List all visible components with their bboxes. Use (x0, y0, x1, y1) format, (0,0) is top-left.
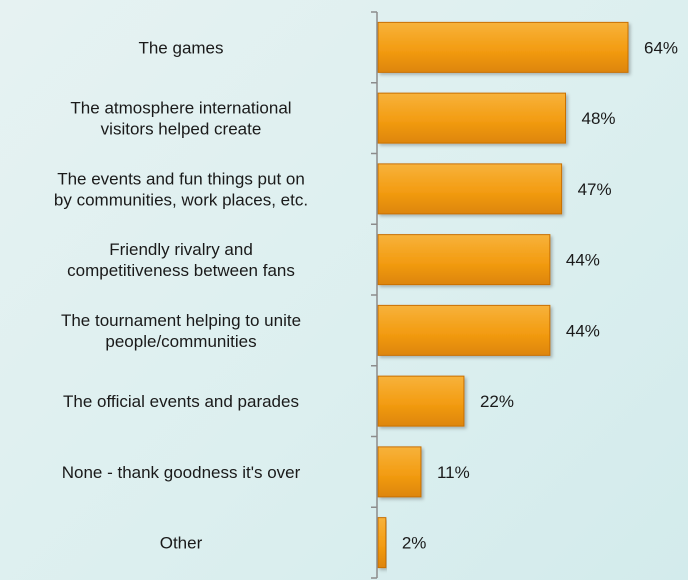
data-label: 47% (578, 180, 612, 199)
tick-label: visitors helped create (101, 120, 262, 139)
tick-label: people/communities (105, 332, 256, 351)
data-label: 44% (566, 321, 600, 340)
bar (377, 21, 629, 73)
tick-label: Friendly rivalry and (109, 240, 253, 259)
tick-label: None - thank goodness it's over (62, 463, 301, 482)
tick-label: The tournament helping to unite (61, 311, 301, 330)
tick-label: The atmosphere international (70, 99, 291, 118)
data-label: 22% (480, 392, 514, 411)
bar (377, 446, 422, 498)
bar (377, 375, 465, 427)
bars-group (377, 21, 629, 569)
tick-label: The official events and parades (63, 392, 299, 411)
tick-label: The events and fun things put on (57, 169, 305, 188)
tick-label: The games (138, 38, 223, 57)
data-label: 11% (437, 463, 470, 482)
category-axis (371, 11, 378, 579)
bar (377, 304, 551, 356)
tick-label: Other (160, 534, 203, 553)
tick-label: competitiveness between fans (67, 261, 295, 280)
data-label: 64% (644, 38, 678, 57)
labels-group: 64% The games 48% The atmosphere internatio… (54, 38, 678, 552)
data-label: 2% (402, 534, 427, 553)
bar (377, 234, 551, 286)
bar (377, 92, 566, 144)
bar (377, 163, 563, 215)
tick-label: by communities, work places, etc. (54, 190, 308, 209)
data-label: 48% (582, 109, 616, 128)
bar (377, 517, 387, 569)
data-label: 44% (566, 251, 600, 270)
